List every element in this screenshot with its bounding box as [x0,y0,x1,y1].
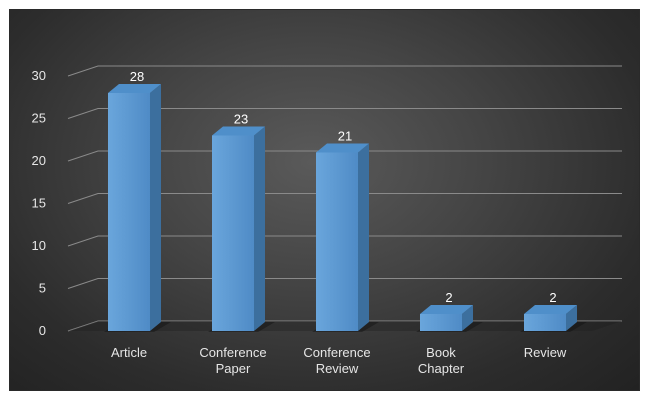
bar-top-face [316,143,369,153]
bar-top-face [524,305,577,314]
gridline [67,65,622,77]
x-category-label: Book Chapter [418,345,465,376]
bar-chart: 0 5 10 15 20 25 30 28 23 21 2 2 Article Conference P… [32,65,622,376]
x-category-label: Review [524,345,567,360]
bar-conference-review [312,143,379,332]
bar-side-face [254,126,265,331]
bar-top-face [212,126,265,136]
y-tick-label: 5 [39,281,46,296]
bar-side-face [566,305,577,331]
gridline [67,108,622,119]
bar-top-face [108,84,161,93]
chart-container: 0 5 10 15 20 25 30 28 23 21 2 2 Article Conference P… [9,9,640,391]
y-tick-label: 10 [32,238,46,253]
bar-side-face [462,305,473,331]
x-category-label: Article [111,345,147,360]
data-label: 21 [338,129,352,144]
data-label: 2 [549,290,556,305]
data-label: 23 [234,112,248,127]
bar-article [104,84,171,332]
y-tick-label: 25 [32,111,46,126]
x-category-label: Conference Review [303,345,370,376]
gridline [67,150,622,162]
bar-front-face [524,314,566,331]
x-category-label: Conference Paper [199,345,266,376]
bar-conference-paper [208,126,275,332]
data-label: 28 [130,69,144,84]
bar-front-face [316,152,358,331]
gridline [67,193,622,204]
y-tick-label: 15 [32,196,46,211]
gridline [67,235,622,247]
y-tick-label: 30 [32,68,46,83]
y-tick-label: 20 [32,153,46,168]
bar-front-face [420,314,462,331]
bar-top-face [420,305,473,314]
bar-side-face [150,84,161,331]
bar-review [520,305,587,332]
y-tick-label: 0 [39,323,46,338]
bar-book-chapter [416,305,483,332]
gridline [67,278,622,289]
bar-front-face [108,93,150,331]
bar-front-face [212,135,254,331]
bar-side-face [358,143,369,331]
data-label: 2 [445,290,452,305]
